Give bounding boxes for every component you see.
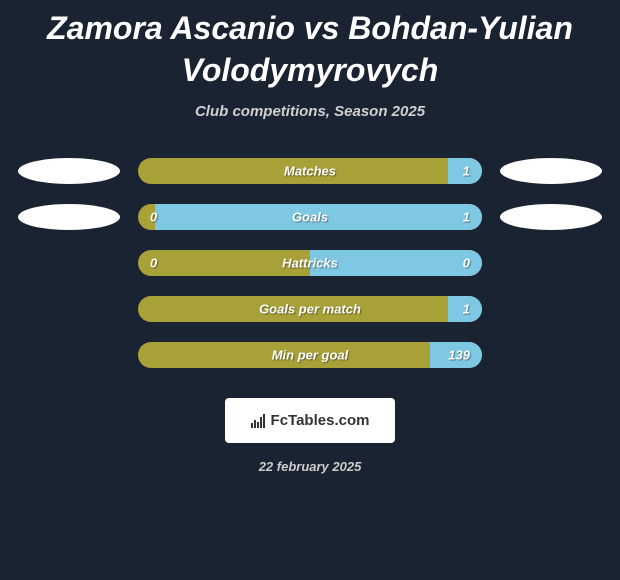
date-label: 22 february 2025 [259,459,362,474]
stat-value-left: 0 [150,210,157,225]
stat-label: Goals [292,210,328,225]
stat-bar: Matches 1 [138,158,482,184]
stat-value-right: 1 [463,164,470,179]
brand-box[interactable]: FcTables.com [225,398,396,443]
stat-value-right: 0 [463,256,470,271]
bar-chart-icon [251,414,265,428]
player-left-marker [18,204,120,230]
stat-row: Matches 1 [0,158,620,184]
stats-section: Matches 1 Goals 0 1 Hattricks 0 0 Goals per matc… [0,158,620,388]
stat-label: Min per goal [272,348,349,363]
subtitle: Club competitions, Season 2025 [195,103,425,120]
stat-value-right: 139 [448,348,470,363]
main-container: Zamora Ascanio vs Bohdan-Yulian Volodymy… [0,0,620,580]
stat-bar: Min per goal 139 [138,342,482,368]
stat-row: Goals per match 1 [0,296,620,322]
stat-row: Min per goal 139 [0,342,620,368]
stat-value-left: 0 [150,256,157,271]
stat-bar: Goals per match 1 [138,296,482,322]
stat-bar: Hattricks 0 0 [138,250,482,276]
stat-value-right: 1 [463,210,470,225]
player-left-marker [18,158,120,184]
brand-label: FcTables.com [271,412,370,429]
stat-label: Hattricks [282,256,338,271]
page-title: Zamora Ascanio vs Bohdan-Yulian Volodymy… [0,8,620,91]
stat-row: Goals 0 1 [0,204,620,230]
player-right-marker [500,158,602,184]
stat-row: Hattricks 0 0 [0,250,620,276]
stat-bar: Goals 0 1 [138,204,482,230]
stat-label: Goals per match [259,302,361,317]
player-right-marker [500,204,602,230]
stat-label: Matches [284,164,336,179]
stat-value-right: 1 [463,302,470,317]
